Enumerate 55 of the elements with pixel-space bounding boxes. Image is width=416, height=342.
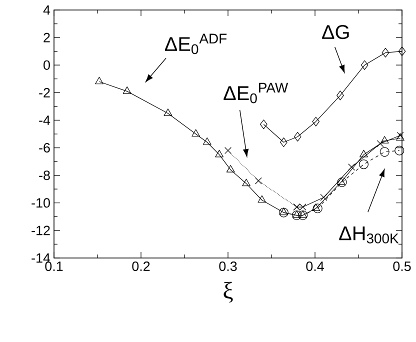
point xyxy=(202,137,212,145)
point xyxy=(294,132,302,142)
point xyxy=(348,164,356,171)
y-tick-label: 2 xyxy=(44,32,50,42)
annotation: ΔE$_{0}$ADF xyxy=(164,34,227,54)
point xyxy=(312,116,320,126)
y-tick-label: 0 xyxy=(44,60,50,70)
point xyxy=(298,210,308,220)
y-tick-label: -10 xyxy=(32,198,50,208)
annotation: ΔH$_{300K}$ xyxy=(339,226,399,244)
point xyxy=(298,210,308,218)
point xyxy=(376,140,384,148)
point xyxy=(336,90,344,100)
point xyxy=(337,177,347,188)
point xyxy=(320,194,328,201)
point xyxy=(280,137,288,148)
annotation: ΔG xyxy=(322,25,349,40)
point xyxy=(95,76,104,84)
point xyxy=(380,136,389,144)
y-tick-label: -14 xyxy=(32,253,50,263)
x-tick-label: 0.1 xyxy=(45,262,63,272)
y-tick-label: -12 xyxy=(32,226,50,236)
point xyxy=(312,204,322,214)
x-axis-title: ξ xyxy=(224,282,233,303)
point xyxy=(312,204,320,211)
point xyxy=(398,46,406,56)
point xyxy=(224,147,232,154)
point xyxy=(260,120,268,130)
point xyxy=(360,60,368,70)
point xyxy=(242,178,250,186)
point xyxy=(292,210,301,218)
x-tick-label: 0.2 xyxy=(132,262,150,272)
x-tick-label: 0.3 xyxy=(219,262,237,272)
point xyxy=(360,150,368,158)
point xyxy=(122,86,132,94)
y-tick-label: -8 xyxy=(39,170,50,180)
point xyxy=(382,48,390,58)
annotation: ΔE$_{0}$PAW xyxy=(224,82,288,104)
y-tick-label: 4 xyxy=(43,5,50,15)
x-tick-label: 0.5 xyxy=(393,262,411,272)
point xyxy=(215,150,224,158)
point xyxy=(394,146,404,156)
point xyxy=(336,177,346,185)
point xyxy=(192,129,200,137)
point xyxy=(380,147,390,157)
point xyxy=(254,177,262,184)
y-tick-label: -6 xyxy=(39,143,50,153)
point xyxy=(292,210,302,220)
point xyxy=(258,195,266,203)
x-tick-label: 0.4 xyxy=(306,262,324,272)
y-tick-label: -4 xyxy=(39,116,50,125)
y-tick-label: -2 xyxy=(39,88,50,98)
point xyxy=(226,165,235,172)
point xyxy=(358,160,369,170)
point xyxy=(164,108,172,116)
